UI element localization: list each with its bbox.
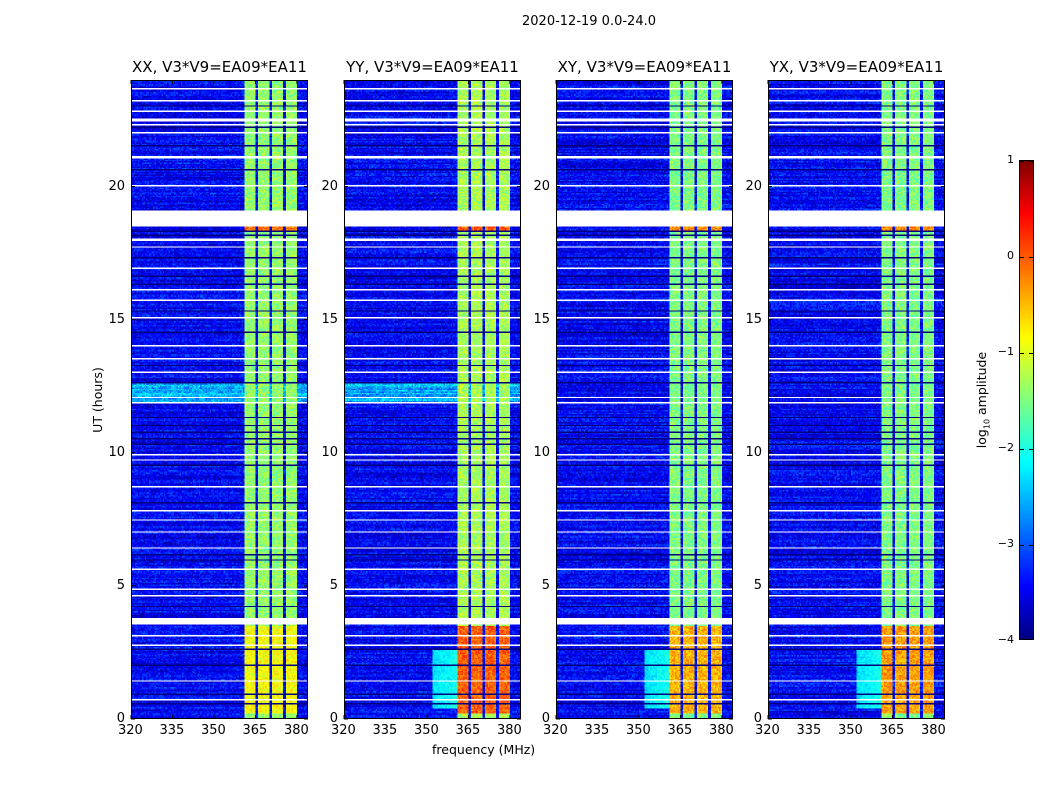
- colorbar-tick-label: −2: [997, 441, 1014, 454]
- colorbar-tick-label: 1: [1007, 153, 1014, 166]
- axes-frame: [556, 80, 733, 719]
- y-tick-label: 0: [116, 711, 125, 726]
- y-tick-label: 5: [753, 577, 762, 593]
- x-tick-label: 365: [455, 723, 481, 738]
- colorbar-tick-label: 0: [1007, 249, 1014, 262]
- x-tick-label: 365: [242, 723, 268, 738]
- y-tick-label: 15: [321, 311, 338, 327]
- y-tick-label: 10: [533, 444, 550, 460]
- y-axis-label: UT (hours): [90, 367, 105, 433]
- colorbar-tick-mark: [1029, 353, 1033, 354]
- colorbar-tick-mark: [1020, 639, 1024, 640]
- colorbar-tick-mark: [1020, 161, 1024, 162]
- panel-title: XY, V3*V9=EA09*EA11: [557, 58, 732, 76]
- x-tick-label: 335: [372, 723, 398, 738]
- y-tick-label: 5: [329, 577, 338, 593]
- x-tick-label: 380: [283, 723, 309, 738]
- y-tick-label: 15: [533, 311, 550, 327]
- y-tick-label: 10: [321, 444, 338, 460]
- axes-frame: [131, 80, 308, 719]
- panel-title: YY, V3*V9=EA09*EA11: [346, 58, 519, 76]
- y-tick-label: 20: [321, 178, 338, 194]
- x-tick-label: 335: [159, 723, 185, 738]
- panel-title: YX, V3*V9=EA09*EA11: [769, 58, 944, 76]
- colorbar-tick-mark: [1029, 545, 1033, 546]
- axes: [130, 80, 308, 720]
- x-tick-label: 380: [920, 723, 946, 738]
- y-tick-label: 15: [108, 311, 125, 327]
- x-tick-label: 365: [879, 723, 905, 738]
- colorbar-tick-label: −1: [997, 345, 1014, 358]
- colorbar-label: log10 amplitude: [974, 351, 992, 449]
- x-tick-label: 350: [625, 723, 651, 738]
- y-tick-label: 0: [541, 711, 550, 726]
- x-tick-label: 380: [496, 723, 522, 738]
- y-tick-label: 0: [329, 711, 338, 726]
- x-tick-label: 320: [118, 723, 143, 738]
- x-tick-label: 365: [667, 723, 693, 738]
- y-tick-label: 15: [745, 311, 762, 327]
- x-tick-label: 320: [755, 723, 780, 738]
- heatmap-image: [768, 80, 945, 719]
- y-tick-label: 5: [541, 577, 550, 593]
- colorbar-tick-mark: [1020, 353, 1024, 354]
- axes: [343, 80, 521, 720]
- colorbar-tick-mark: [1029, 161, 1033, 162]
- figure-suptitle: 2020-12-19 0.0-24.0: [522, 14, 656, 29]
- y-tick-label: 20: [745, 178, 762, 194]
- x-tick-label: 380: [708, 723, 734, 738]
- colorbar-tick-label: −4: [997, 633, 1014, 646]
- heatmap-panel-0: [130, 80, 308, 720]
- colorbar-tick-mark: [1029, 639, 1033, 640]
- heatmap-image: [556, 80, 733, 719]
- colorbar-tick-mark: [1029, 257, 1033, 258]
- axes-frame: [344, 80, 521, 719]
- y-tick-label: 5: [116, 577, 125, 593]
- x-tick-label: 350: [200, 723, 226, 738]
- x-tick-label: 350: [413, 723, 439, 738]
- heatmap-panel-1: [343, 80, 521, 720]
- axes: [767, 80, 945, 720]
- y-tick-label: 0: [753, 711, 762, 726]
- colorbar: [1019, 160, 1034, 640]
- colorbar-tick-mark: [1020, 545, 1024, 546]
- panel-title: XX, V3*V9=EA09*EA11: [132, 58, 307, 76]
- axes: [555, 80, 733, 720]
- colorbar-tick-mark: [1020, 449, 1024, 450]
- heatmap-image: [344, 80, 521, 719]
- axes-frame: [768, 80, 945, 719]
- x-tick-label: 320: [331, 723, 356, 738]
- x-tick-label: 350: [837, 723, 863, 738]
- x-tick-label: 320: [543, 723, 568, 738]
- x-tick-label: 335: [584, 723, 610, 738]
- colorbar-tick-mark: [1020, 257, 1024, 258]
- heatmap-image: [131, 80, 308, 719]
- colorbar-tick-label: −3: [997, 537, 1014, 550]
- heatmap-panel-3: [767, 80, 945, 720]
- y-tick-label: 10: [745, 444, 762, 460]
- y-tick-label: 20: [108, 178, 125, 194]
- y-tick-label: 20: [533, 178, 550, 194]
- colorbar-tick-mark: [1029, 449, 1033, 450]
- x-tick-label: 335: [796, 723, 822, 738]
- y-tick-label: 10: [108, 444, 125, 460]
- x-axis-label: frequency (MHz): [432, 742, 536, 757]
- heatmap-panel-2: [555, 80, 733, 720]
